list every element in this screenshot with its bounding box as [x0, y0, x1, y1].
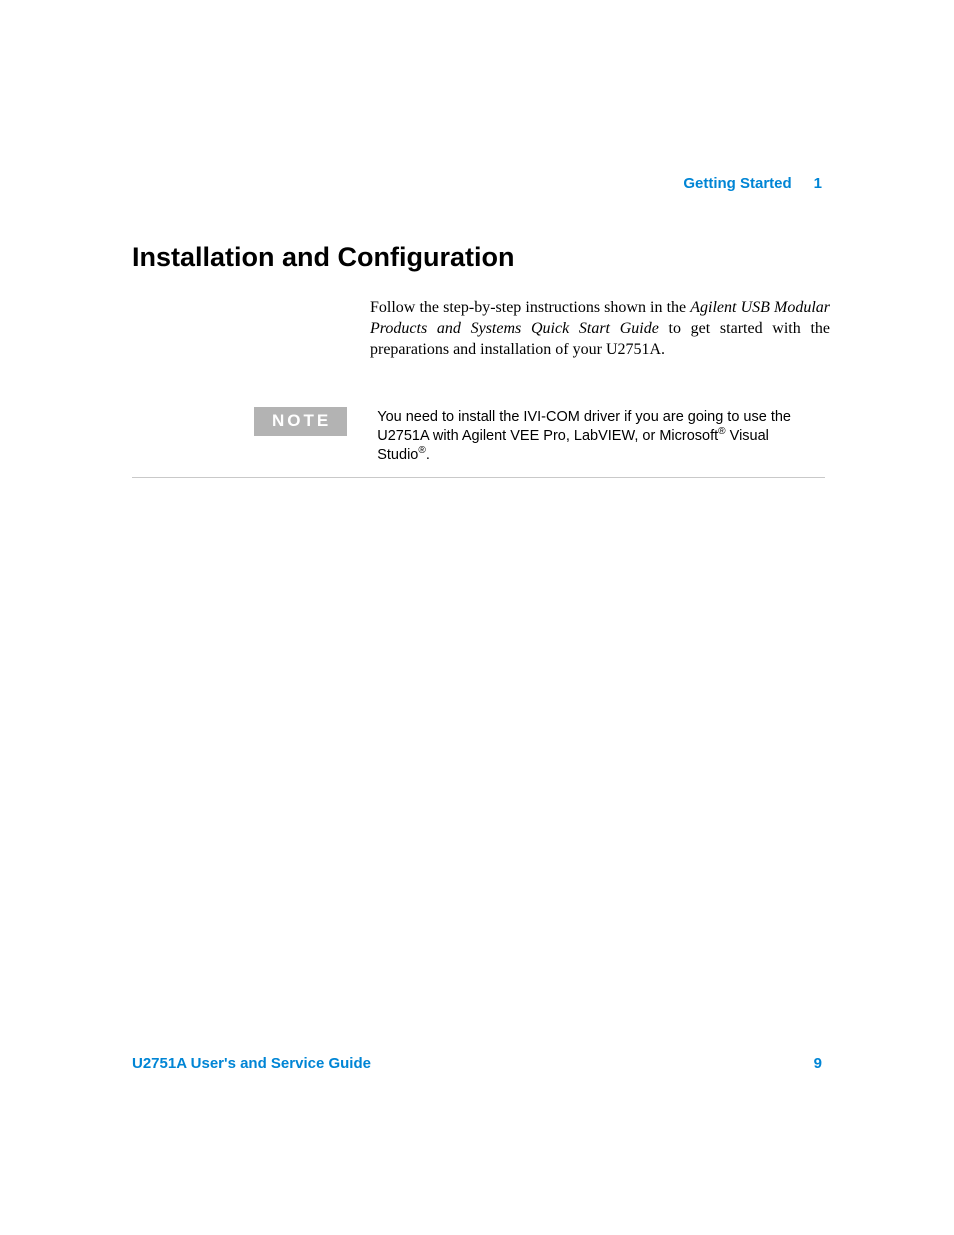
- note-badge: NOTE: [254, 407, 347, 436]
- registered-mark-icon: ®: [718, 426, 725, 437]
- page-title: Installation and Configuration: [132, 242, 514, 273]
- header-chapter-number: 1: [814, 175, 822, 192]
- note-text-end: .: [426, 447, 430, 463]
- document-page: Getting Started 1 Installation and Confi…: [0, 0, 954, 1235]
- note-text: You need to install the IVI-COM driver i…: [377, 407, 825, 465]
- note-block: NOTE You need to install the IVI-COM dri…: [132, 407, 825, 478]
- footer-page-number: 9: [814, 1055, 822, 1072]
- registered-mark-icon: ®: [418, 445, 425, 456]
- intro-paragraph: Follow the step-by-step instructions sho…: [370, 298, 830, 360]
- footer-doc-title: U2751A User's and Service Guide: [132, 1055, 371, 1072]
- running-header: Getting Started 1: [683, 175, 822, 192]
- intro-text-pre: Follow the step-by-step instructions sho…: [370, 299, 690, 316]
- header-section-title: Getting Started: [683, 175, 791, 192]
- running-footer: U2751A User's and Service Guide 9: [132, 1055, 822, 1072]
